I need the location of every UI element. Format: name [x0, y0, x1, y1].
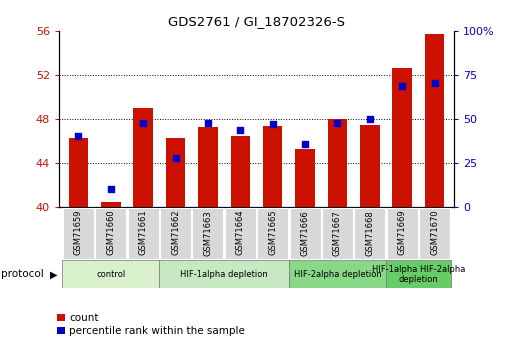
- Text: GSM71663: GSM71663: [204, 210, 212, 256]
- Bar: [386, 260, 451, 288]
- Text: GSM71669: GSM71669: [398, 210, 407, 256]
- Text: GSM71660: GSM71660: [106, 210, 115, 256]
- Point: [398, 84, 406, 89]
- Bar: [160, 208, 191, 259]
- Text: GSM71664: GSM71664: [236, 210, 245, 256]
- Legend: count, percentile rank within the sample: count, percentile rank within the sample: [56, 313, 245, 336]
- Bar: [133, 108, 153, 207]
- Bar: [225, 208, 256, 259]
- Bar: [63, 208, 94, 259]
- Title: GDS2761 / GI_18702326-S: GDS2761 / GI_18702326-S: [168, 16, 345, 29]
- Bar: [192, 208, 224, 259]
- Bar: [387, 208, 418, 259]
- Bar: [166, 138, 185, 207]
- Bar: [289, 260, 386, 288]
- Bar: [360, 125, 380, 207]
- Bar: [322, 208, 353, 259]
- Bar: [62, 260, 160, 288]
- Text: ▶: ▶: [50, 269, 58, 279]
- Bar: [128, 208, 159, 259]
- Text: GSM71659: GSM71659: [74, 210, 83, 255]
- Bar: [257, 208, 288, 259]
- Bar: [263, 126, 282, 207]
- Bar: [69, 138, 88, 207]
- Point: [236, 128, 244, 133]
- Text: HIF-2alpha depletion: HIF-2alpha depletion: [293, 270, 381, 279]
- Point: [366, 116, 374, 122]
- Text: GSM71668: GSM71668: [365, 210, 374, 256]
- Bar: [160, 260, 289, 288]
- Bar: [425, 34, 444, 207]
- Point: [139, 120, 147, 125]
- Text: GSM71665: GSM71665: [268, 210, 277, 256]
- Point: [171, 155, 180, 160]
- Point: [107, 186, 115, 191]
- Bar: [289, 208, 321, 259]
- Text: GSM71662: GSM71662: [171, 210, 180, 256]
- Bar: [101, 201, 121, 207]
- Point: [333, 121, 342, 126]
- Bar: [95, 208, 126, 259]
- Point: [74, 133, 83, 138]
- Text: GSM71661: GSM71661: [139, 210, 148, 256]
- Text: HIF-1alpha depletion: HIF-1alpha depletion: [180, 270, 268, 279]
- Bar: [392, 68, 412, 207]
- Point: [301, 141, 309, 146]
- Point: [269, 121, 277, 127]
- Text: GSM71666: GSM71666: [301, 210, 309, 256]
- Bar: [419, 208, 450, 259]
- Bar: [354, 208, 385, 259]
- Bar: [198, 127, 218, 207]
- Bar: [328, 119, 347, 207]
- Bar: [295, 149, 315, 207]
- Text: control: control: [96, 270, 125, 279]
- Text: GSM71667: GSM71667: [333, 210, 342, 256]
- Text: HIF-1alpha HIF-2alpha
depletion: HIF-1alpha HIF-2alpha depletion: [372, 265, 465, 284]
- Bar: [231, 136, 250, 207]
- Point: [204, 121, 212, 126]
- Point: [430, 80, 439, 86]
- Text: protocol: protocol: [1, 269, 44, 279]
- Text: GSM71670: GSM71670: [430, 210, 439, 256]
